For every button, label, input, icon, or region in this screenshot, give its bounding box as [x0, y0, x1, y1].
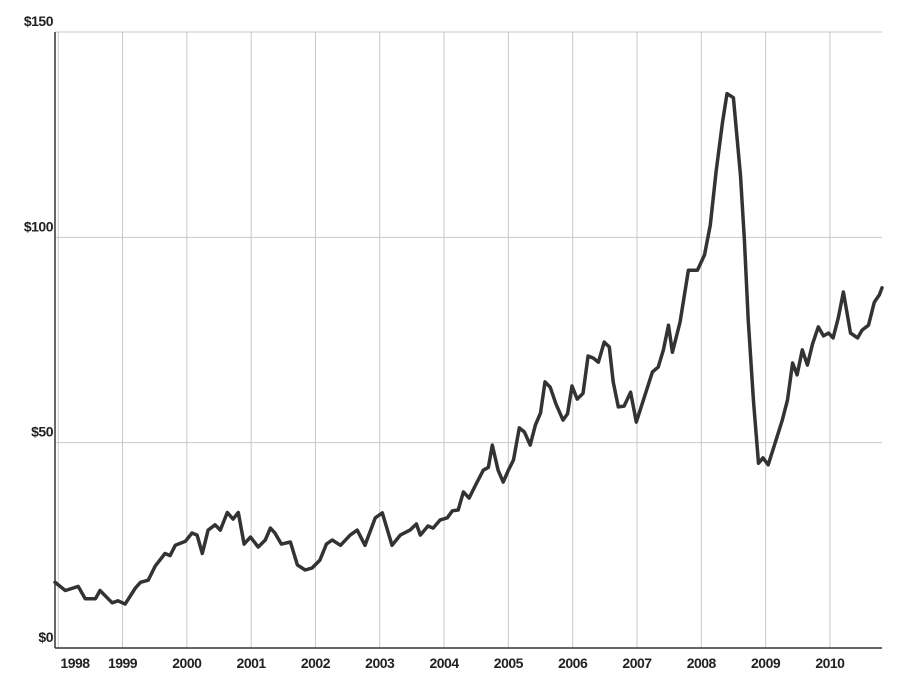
x-tick-label: 2009	[751, 655, 781, 671]
x-tick-label: 2004	[429, 655, 459, 671]
x-tick-label: 2005	[494, 655, 524, 671]
x-tick-label: 2001	[237, 655, 267, 671]
x-tick-label: 1998	[60, 655, 90, 671]
x-tick-label: 2010	[815, 655, 845, 671]
x-tick-label: 2006	[558, 655, 588, 671]
x-tick-label: 2002	[301, 655, 331, 671]
y-tick-label: $0	[38, 629, 53, 645]
price-line	[53, 91, 884, 606]
x-tick-label: 2008	[687, 655, 717, 671]
x-tick-label: 2000	[172, 655, 202, 671]
x-tick-label: 1999	[108, 655, 138, 671]
y-tick-label: $150	[24, 13, 54, 29]
y-tick-label: $50	[31, 424, 54, 440]
x-tick-label: 2003	[365, 655, 395, 671]
y-tick-label: $100	[24, 218, 54, 234]
x-tick-label: 2007	[622, 655, 652, 671]
